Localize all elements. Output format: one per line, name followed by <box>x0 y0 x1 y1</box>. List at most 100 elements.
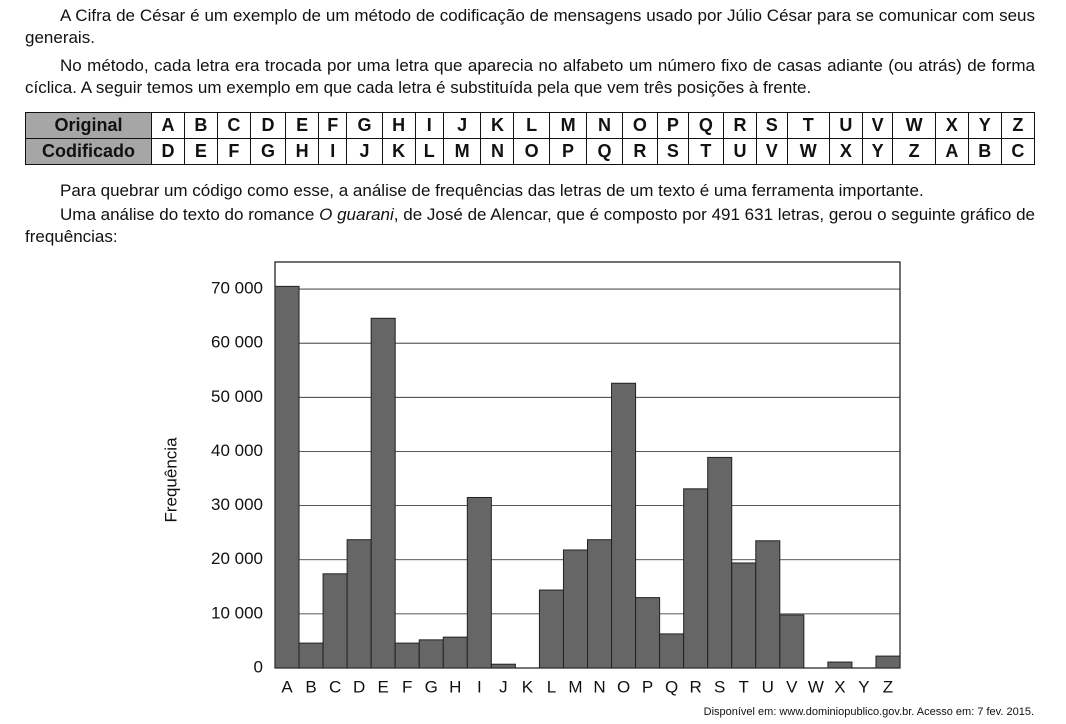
text: , de José de Alencar, que é composto por… <box>25 205 1035 246</box>
table-cell: O <box>513 138 550 165</box>
x-tick-label: E <box>378 677 389 696</box>
x-tick-label: R <box>690 677 702 696</box>
x-tick-label: Q <box>665 677 678 696</box>
bar <box>587 539 613 669</box>
table-row: Codificado D E F G H I J K L M N O P Q R S T U V W X Y Z A B C <box>25 138 1036 165</box>
table-cell: S <box>657 138 689 165</box>
bar <box>274 285 300 669</box>
table-cell: W <box>786 138 830 165</box>
bar <box>466 496 492 669</box>
paragraph: A Cifra de César é um exemplo de um méto… <box>25 6 1035 47</box>
x-tick-label: V <box>786 677 798 696</box>
table-cell: H <box>381 112 416 139</box>
source: Disponível em: www.dominiopublico.gov.br… <box>703 706 1034 718</box>
bar <box>659 633 685 669</box>
text: Uma análise do texto do romance <box>60 205 320 224</box>
y-tick-label: 60 000 <box>211 333 263 352</box>
x-tick-label: P <box>642 677 653 696</box>
table-cell: Y <box>861 138 894 165</box>
x-tick-label: Y <box>858 677 869 696</box>
table-cell: D <box>151 138 185 165</box>
x-tick-label: B <box>305 677 316 696</box>
bar <box>370 317 396 669</box>
bar <box>394 642 420 669</box>
x-tick-label: O <box>617 677 630 696</box>
x-tick-label: G <box>425 677 438 696</box>
x-tick-label: W <box>808 677 824 696</box>
table-cell: A <box>934 138 969 165</box>
bar <box>755 540 781 669</box>
book-title: O guarani <box>319 205 394 224</box>
bar <box>779 614 805 669</box>
table-cell: F <box>318 112 348 139</box>
table-cell: P <box>548 138 588 165</box>
table-cell: I <box>318 138 348 165</box>
table-cell: C <box>216 112 251 139</box>
table-cell: P <box>657 112 689 139</box>
table-cell: G <box>249 138 287 165</box>
table-cell: V <box>755 138 788 165</box>
table-cell: E <box>285 112 320 139</box>
table-cell: T <box>687 138 725 165</box>
bar <box>418 639 444 669</box>
x-tick-label: I <box>477 677 482 696</box>
x-tick-label: C <box>329 677 341 696</box>
table-cell: C <box>1000 138 1036 165</box>
table-cell: X <box>828 138 863 165</box>
table-row: Original A B C D E F G H I J K L M N O P Q R S T U V W X Y Z <box>25 112 1036 139</box>
bar <box>346 539 372 669</box>
x-tick-label: Z <box>883 677 893 696</box>
x-tick-label: S <box>714 677 725 696</box>
table-cell: J <box>346 138 383 165</box>
bar <box>611 382 637 669</box>
y-tick-label: 40 000 <box>211 441 263 460</box>
table-cell: O <box>621 112 659 139</box>
table-cell: Codificado <box>25 138 152 165</box>
cipher-table: Original A B C D E F G H I J K L M N O P Q R S T U V W X Y Z Codifi… <box>25 112 1036 165</box>
table-cell: U <box>828 112 863 139</box>
x-tick-label: U <box>762 677 774 696</box>
bar <box>875 655 901 669</box>
table-cell: N <box>480 138 515 165</box>
bar <box>490 663 516 669</box>
y-tick-label: 10 000 <box>211 603 263 622</box>
y-tick-label: 20 000 <box>211 549 263 568</box>
bar <box>635 597 661 669</box>
table-cell: R <box>621 138 659 165</box>
bar <box>562 549 589 669</box>
bar <box>322 573 348 669</box>
y-tick-label: 30 000 <box>211 495 263 514</box>
bar <box>827 661 853 669</box>
table-cell: G <box>346 112 383 139</box>
table-cell: T <box>786 112 830 139</box>
table-cell: J <box>442 112 482 139</box>
table-cell: U <box>723 138 757 165</box>
table-cell: Z <box>892 138 936 165</box>
table-cell: B <box>967 138 1002 165</box>
table-cell: L <box>513 112 550 139</box>
table-cell: K <box>381 138 416 165</box>
x-tick-label: D <box>353 677 365 696</box>
paragraph: Uma análise do texto do romance O guaran… <box>25 204 1035 248</box>
bar <box>442 636 468 669</box>
x-tick-label: F <box>402 677 412 696</box>
y-tick-label: 0 <box>254 657 263 676</box>
table-cell: V <box>861 112 894 139</box>
y-tick-label: 50 000 <box>211 387 263 406</box>
y-axis-label: Frequência <box>161 437 180 523</box>
paragraph: Para quebrar um código como esse, a anál… <box>60 181 924 200</box>
bar <box>707 456 733 669</box>
x-tick-label: J <box>499 677 508 696</box>
table-cell: Q <box>687 112 725 139</box>
x-tick-label: X <box>834 677 845 696</box>
table-cell: B <box>183 112 218 139</box>
table-cell: Original <box>25 112 152 139</box>
chart: Frequência 0 10 000 20 000 30 000 40 000 50 0… <box>161 261 901 696</box>
x-tick-label: K <box>522 677 534 696</box>
x-tick-label: N <box>593 677 605 696</box>
table-cell: F <box>216 138 251 165</box>
paragraph: No método, cada letra era trocada por um… <box>25 56 1035 97</box>
y-tick-label: 70 000 <box>211 279 263 298</box>
table-cell: D <box>249 112 287 139</box>
x-tick-label: M <box>568 677 582 696</box>
